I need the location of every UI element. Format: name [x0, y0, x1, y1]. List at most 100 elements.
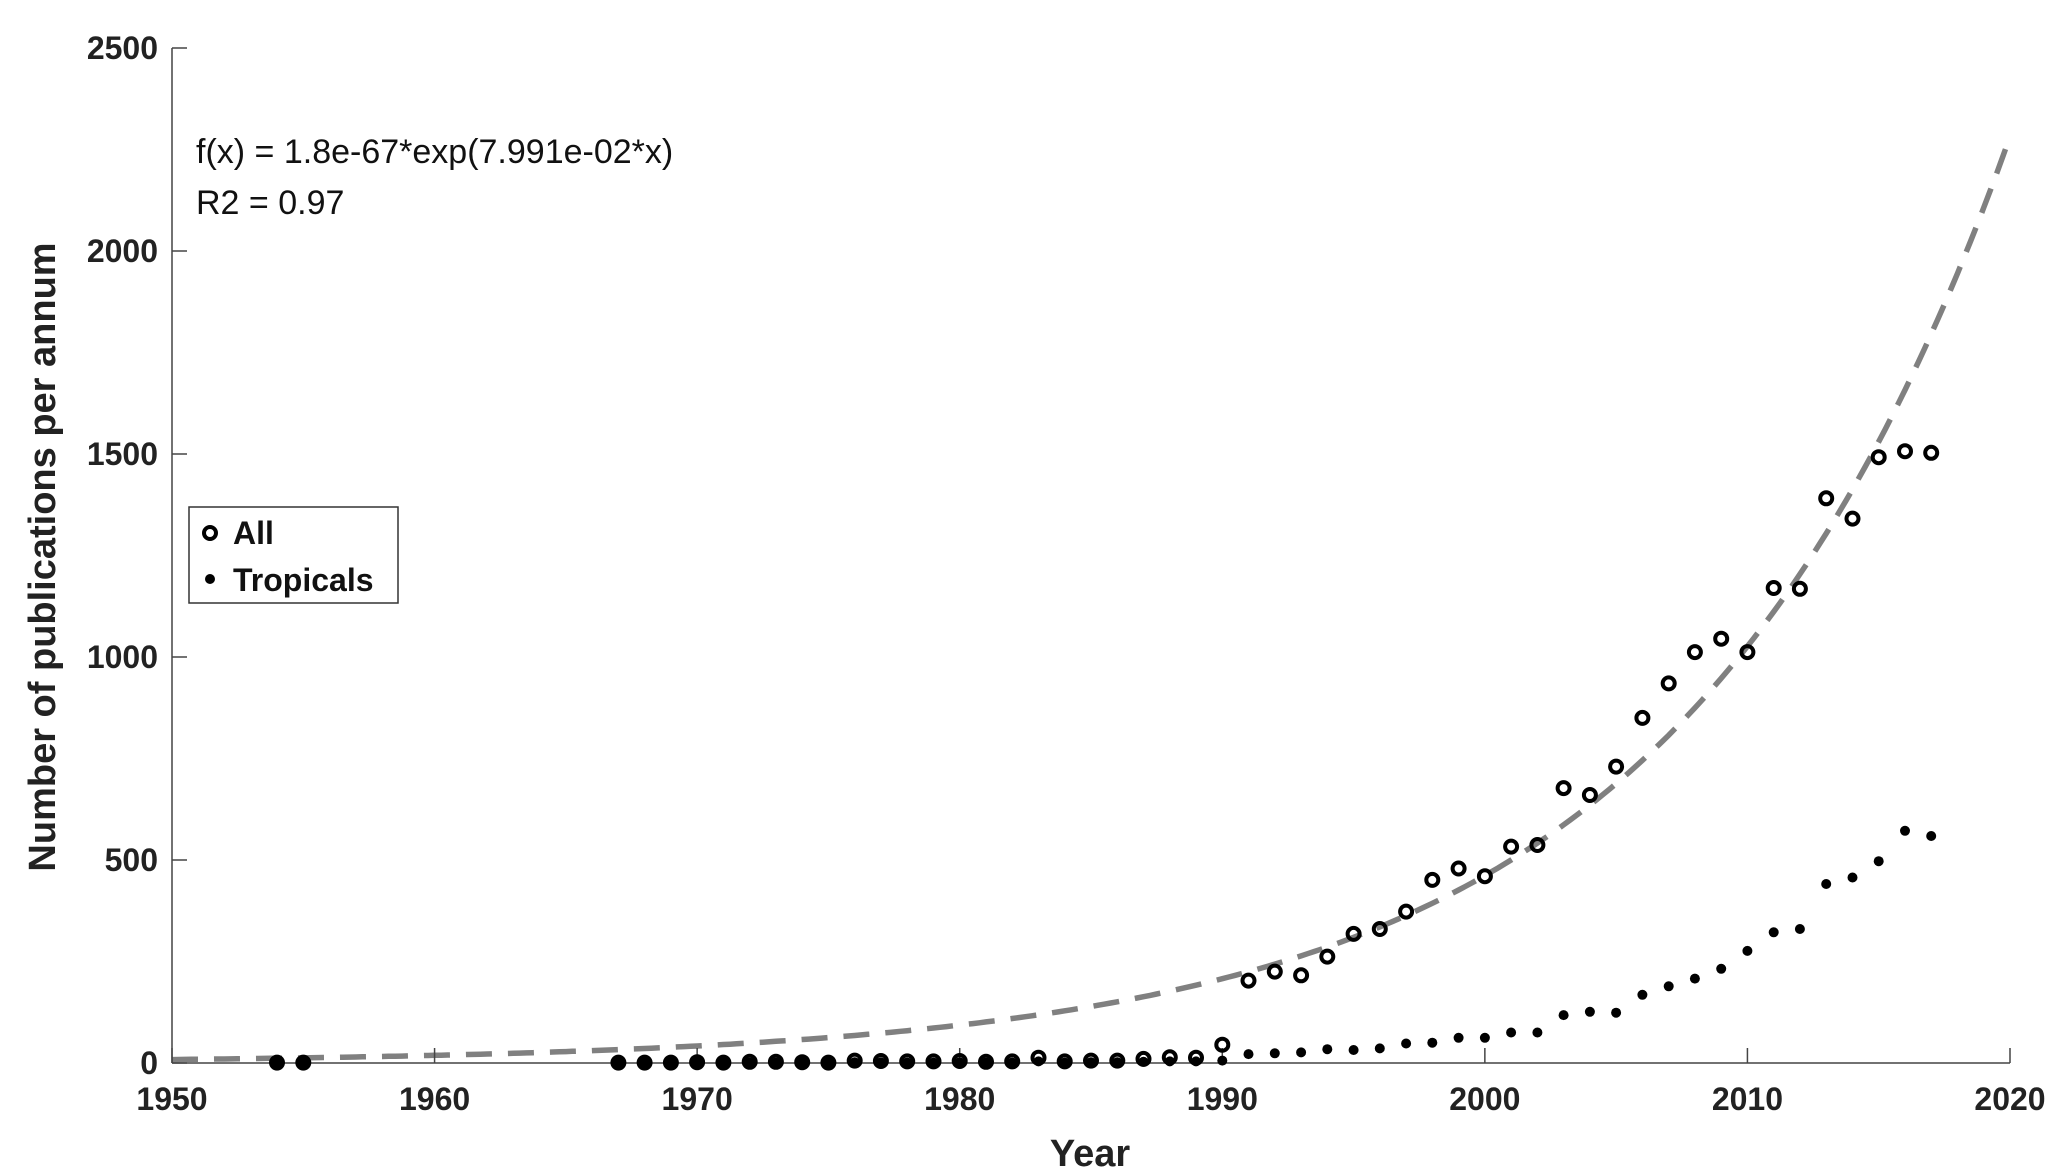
x-tick-label: 2020: [1974, 1081, 2045, 1117]
point-tropicals: [1584, 1006, 1595, 1017]
point-tropicals: [692, 1057, 703, 1068]
point-all: [1214, 1036, 1231, 1053]
point-tropicals: [981, 1057, 991, 1068]
point-all: [1581, 787, 1598, 803]
legend-label-tropicals: Tropicals: [233, 562, 374, 598]
point-tropicals: [1663, 981, 1674, 992]
x-axis-title: Year: [1050, 1133, 1131, 1171]
point-all: [1897, 443, 1913, 460]
point-all: [1765, 580, 1782, 596]
x-tick-label: 1960: [399, 1081, 470, 1117]
point-tropicals: [902, 1057, 913, 1068]
point-all: [741, 1053, 758, 1070]
point-all: [715, 1054, 732, 1071]
point-tropicals: [1506, 1027, 1517, 1038]
point-tropicals: [1374, 1043, 1385, 1054]
point-tropicals: [1217, 1055, 1228, 1066]
y-tick-label: 2500: [87, 30, 158, 66]
x-tick-label: 1990: [1187, 1081, 1258, 1117]
y-tick-label: 0: [140, 1045, 158, 1081]
point-tropicals: [954, 1057, 965, 1068]
point-all: [1319, 948, 1336, 965]
point-all: [1634, 709, 1651, 726]
legend-label-all: All: [233, 515, 274, 551]
point-tropicals: [875, 1057, 886, 1068]
fit-r2: R2 = 0.97: [196, 184, 344, 222]
point-all: [689, 1054, 706, 1071]
y-axis-title: Number of publications per annum: [22, 242, 64, 871]
point-tropicals: [1322, 1044, 1333, 1055]
point-all: [1660, 675, 1677, 692]
point-all: [662, 1054, 679, 1071]
point-tropicals: [665, 1058, 676, 1068]
point-tropicals: [1296, 1047, 1307, 1058]
point-tropicals: [1086, 1057, 1096, 1068]
point-all: [1424, 871, 1441, 888]
point-all: [1739, 644, 1756, 661]
point-tropicals: [1794, 924, 1805, 934]
point-all: [820, 1054, 837, 1071]
point-tropicals: [770, 1057, 781, 1068]
fit-curve: [171, 135, 2013, 1063]
point-all: [1870, 449, 1887, 466]
legend-box: [188, 506, 399, 604]
x-tick-label: 2000: [1449, 1081, 1520, 1117]
point-tropicals: [1532, 1027, 1543, 1038]
point-all: [978, 1053, 994, 1070]
y-tick-label: 1000: [87, 639, 158, 675]
point-tropicals: [272, 1058, 282, 1068]
point-tropicals: [1847, 872, 1858, 883]
x-tick-label: 1980: [924, 1081, 995, 1117]
point-tropicals: [613, 1058, 624, 1068]
point-all: [1450, 860, 1467, 877]
point-all: [1923, 444, 1940, 461]
point-tropicals: [1427, 1037, 1438, 1048]
point-tropicals: [797, 1057, 808, 1068]
fit-curve-group: [171, 135, 2013, 1063]
point-tropicals: [1138, 1056, 1149, 1067]
point-tropicals: [1873, 856, 1884, 867]
point-tropicals: [1033, 1056, 1044, 1067]
x-tick-label: 1950: [136, 1081, 207, 1117]
point-tropicals: [849, 1057, 860, 1068]
point-all: [1686, 644, 1703, 661]
point-all: [636, 1054, 653, 1071]
point-all: [1608, 758, 1625, 775]
point-all: [1818, 490, 1835, 507]
fit-equation: f(x) = 1.8e-67*exp(7.991e-02*x): [196, 133, 673, 171]
point-tropicals: [1926, 831, 1937, 841]
point-all: [1293, 967, 1310, 984]
point-tropicals: [823, 1058, 834, 1068]
legend-marker-tropicals: [205, 574, 215, 584]
point-tropicals: [1269, 1048, 1280, 1059]
point-tropicals: [1348, 1045, 1359, 1055]
point-all: [767, 1053, 784, 1070]
point-tropicals: [298, 1058, 309, 1068]
point-all: [1555, 780, 1572, 797]
point-tropicals: [1059, 1057, 1070, 1068]
axes: 1950 1960 1970 1980 1990 2000 2010 2020 0 500 1000…: [87, 30, 2046, 1117]
point-all: [295, 1054, 312, 1071]
point-tropicals: [1689, 973, 1700, 984]
x-tick-label: 2010: [1712, 1081, 1783, 1117]
point-all: [1713, 630, 1730, 647]
point-all: [269, 1054, 285, 1071]
point-tropicals: [1716, 963, 1727, 974]
point-all: [610, 1054, 627, 1071]
legend: All Tropicals: [188, 506, 399, 604]
point-all: [1503, 838, 1520, 855]
legend-marker-all: [202, 525, 218, 541]
point-all: [1476, 868, 1493, 885]
point-all: [1529, 837, 1546, 853]
point-tropicals: [1742, 945, 1753, 956]
point-tropicals: [639, 1058, 650, 1068]
y-tick-label: 1500: [87, 436, 158, 472]
y-tick-label: 2000: [87, 233, 158, 269]
point-tropicals: [1243, 1049, 1254, 1060]
point-tropicals: [1453, 1032, 1464, 1043]
point-all: [1844, 510, 1861, 527]
point-tropicals: [928, 1057, 939, 1068]
fit-annotation: f(x) = 1.8e-67*exp(7.991e-02*x) R2 = 0.9…: [196, 133, 673, 222]
point-tropicals: [1007, 1057, 1018, 1068]
